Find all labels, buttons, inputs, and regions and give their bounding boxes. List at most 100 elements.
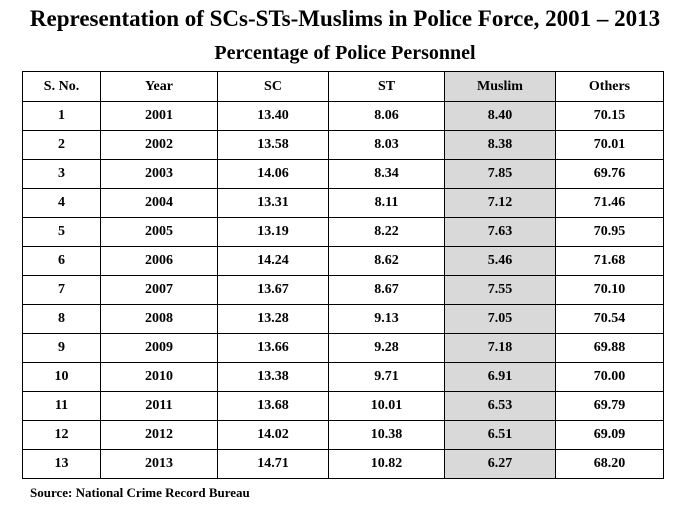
table-row: 1 2001 13.40 8.06 8.40 70.15 bbox=[22, 101, 664, 131]
table-cell-sc: 14.02 bbox=[217, 420, 329, 450]
source-note: Source: National Crime Record Bureau bbox=[30, 485, 250, 500]
table-cell-year: 2001 bbox=[100, 101, 218, 131]
table-row: 2 2002 13.58 8.03 8.38 70.01 bbox=[22, 130, 664, 160]
table-cell-others: 69.79 bbox=[555, 391, 664, 421]
column-header-others: Others bbox=[555, 71, 664, 102]
table-row: 10 2010 13.38 9.71 6.91 70.00 bbox=[22, 362, 664, 392]
table-cell-st: 8.34 bbox=[328, 159, 445, 189]
table-cell-year: 2013 bbox=[100, 449, 218, 479]
table-cell-year: 2008 bbox=[100, 304, 218, 334]
table-cell-muslim: 8.40 bbox=[444, 101, 556, 131]
table-cell-st: 10.82 bbox=[328, 449, 445, 479]
table-cell-sc: 13.68 bbox=[217, 391, 329, 421]
table-cell-others: 71.68 bbox=[555, 246, 664, 276]
table-cell-others: 70.10 bbox=[555, 275, 664, 305]
table-cell-s-no: 4 bbox=[22, 188, 101, 218]
table-cell-others: 70.15 bbox=[555, 101, 664, 131]
table-row: 6 2006 14.24 8.62 5.46 71.68 bbox=[22, 246, 664, 276]
table-row: 4 2004 13.31 8.11 7.12 71.46 bbox=[22, 188, 664, 218]
table-cell-s-no: 3 bbox=[22, 159, 101, 189]
table-cell-s-no: 1 bbox=[22, 101, 101, 131]
table-cell-st: 8.06 bbox=[328, 101, 445, 131]
column-header-year: Year bbox=[100, 71, 218, 102]
chart-subtitle: Percentage of Police Personnel bbox=[214, 42, 476, 64]
table-cell-year: 2012 bbox=[100, 420, 218, 450]
table-cell-s-no: 11 bbox=[22, 391, 101, 421]
table-cell-sc: 14.06 bbox=[217, 159, 329, 189]
column-header-muslim: Muslim bbox=[444, 71, 556, 102]
table-cell-st: 9.71 bbox=[328, 362, 445, 392]
table-cell-st: 8.03 bbox=[328, 130, 445, 160]
table-cell-sc: 13.67 bbox=[217, 275, 329, 305]
table-cell-year: 2005 bbox=[100, 217, 218, 247]
table-cell-year: 2010 bbox=[100, 362, 218, 392]
table-cell-sc: 13.38 bbox=[217, 362, 329, 392]
table-cell-muslim: 6.27 bbox=[444, 449, 556, 479]
table-row: 3 2003 14.06 8.34 7.85 69.76 bbox=[22, 159, 664, 189]
table-cell-s-no: 8 bbox=[22, 304, 101, 334]
table-cell-s-no: 10 bbox=[22, 362, 101, 392]
table-cell-s-no: 13 bbox=[22, 449, 101, 479]
table-cell-sc: 14.71 bbox=[217, 449, 329, 479]
table-cell-sc: 14.24 bbox=[217, 246, 329, 276]
table-cell-st: 10.38 bbox=[328, 420, 445, 450]
table-cell-year: 2002 bbox=[100, 130, 218, 160]
table-cell-year: 2003 bbox=[100, 159, 218, 189]
table-cell-st: 10.01 bbox=[328, 391, 445, 421]
column-header-st: ST bbox=[328, 71, 445, 102]
table-row: 11 2011 13.68 10.01 6.53 69.79 bbox=[22, 391, 664, 421]
table-cell-sc: 13.66 bbox=[217, 333, 329, 363]
table-cell-muslim: 7.63 bbox=[444, 217, 556, 247]
table-cell-year: 2006 bbox=[100, 246, 218, 276]
table-row: 12 2012 14.02 10.38 6.51 69.09 bbox=[22, 420, 664, 450]
table-cell-muslim: 8.38 bbox=[444, 130, 556, 160]
table-cell-muslim: 7.05 bbox=[444, 304, 556, 334]
table-row: 9 2009 13.66 9.28 7.18 69.88 bbox=[22, 333, 664, 363]
table-cell-muslim: 6.51 bbox=[444, 420, 556, 450]
table-cell-s-no: 7 bbox=[22, 275, 101, 305]
table-cell-others: 71.46 bbox=[555, 188, 664, 218]
table-cell-muslim: 6.53 bbox=[444, 391, 556, 421]
table-cell-muslim: 7.12 bbox=[444, 188, 556, 218]
table-cell-sc: 13.40 bbox=[217, 101, 329, 131]
table-cell-sc: 13.28 bbox=[217, 304, 329, 334]
table-cell-st: 8.11 bbox=[328, 188, 445, 218]
chart-title: Representation of SCs-STs-Muslims in Pol… bbox=[29, 6, 661, 31]
table-cell-s-no: 12 bbox=[22, 420, 101, 450]
table-cell-sc: 13.58 bbox=[217, 130, 329, 160]
table-cell-muslim: 7.85 bbox=[444, 159, 556, 189]
table-cell-sc: 13.19 bbox=[217, 217, 329, 247]
table-cell-s-no: 6 bbox=[22, 246, 101, 276]
table-cell-s-no: 2 bbox=[22, 130, 101, 160]
table-cell-others: 69.76 bbox=[555, 159, 664, 189]
table-cell-st: 8.22 bbox=[328, 217, 445, 247]
table-cell-year: 2009 bbox=[100, 333, 218, 363]
table-cell-others: 70.01 bbox=[555, 130, 664, 160]
table-cell-muslim: 6.91 bbox=[444, 362, 556, 392]
table-cell-others: 69.09 bbox=[555, 420, 664, 450]
table-cell-others: 70.54 bbox=[555, 304, 664, 334]
column-header-sc: SC bbox=[217, 71, 329, 102]
table-cell-s-no: 5 bbox=[22, 217, 101, 247]
header-row: S. No. Year SC ST Muslim Others bbox=[22, 71, 664, 102]
table-cell-st: 9.28 bbox=[328, 333, 445, 363]
table-cell-st: 9.13 bbox=[328, 304, 445, 334]
table-cell-others: 68.20 bbox=[555, 449, 664, 479]
table-cell-year: 2007 bbox=[100, 275, 218, 305]
table-cell-st: 8.67 bbox=[328, 275, 445, 305]
table-cell-year: 2011 bbox=[100, 391, 218, 421]
table-cell-s-no: 9 bbox=[22, 333, 101, 363]
table-row: 5 2005 13.19 8.22 7.63 70.95 bbox=[22, 217, 664, 247]
table-body: 1 2001 13.40 8.06 8.40 70.15 2 2002 13.58 8.03 8.3… bbox=[22, 101, 664, 479]
table-cell-muslim: 5.46 bbox=[444, 246, 556, 276]
table-cell-others: 69.88 bbox=[555, 333, 664, 363]
table-row: 13 2013 14.71 10.82 6.27 68.20 bbox=[22, 449, 664, 479]
table-row: 8 2008 13.28 9.13 7.05 70.54 bbox=[22, 304, 664, 334]
table-cell-year: 2004 bbox=[100, 188, 218, 218]
table-cell-sc: 13.31 bbox=[217, 188, 329, 218]
data-table: S. No. Year SC ST Muslim Others 1 2001 13.40 8.0… bbox=[22, 71, 664, 479]
table-cell-others: 70.00 bbox=[555, 362, 664, 392]
table-row: 7 2007 13.67 8.67 7.55 70.10 bbox=[22, 275, 664, 305]
table-cell-st: 8.62 bbox=[328, 246, 445, 276]
table-cell-muslim: 7.18 bbox=[444, 333, 556, 363]
